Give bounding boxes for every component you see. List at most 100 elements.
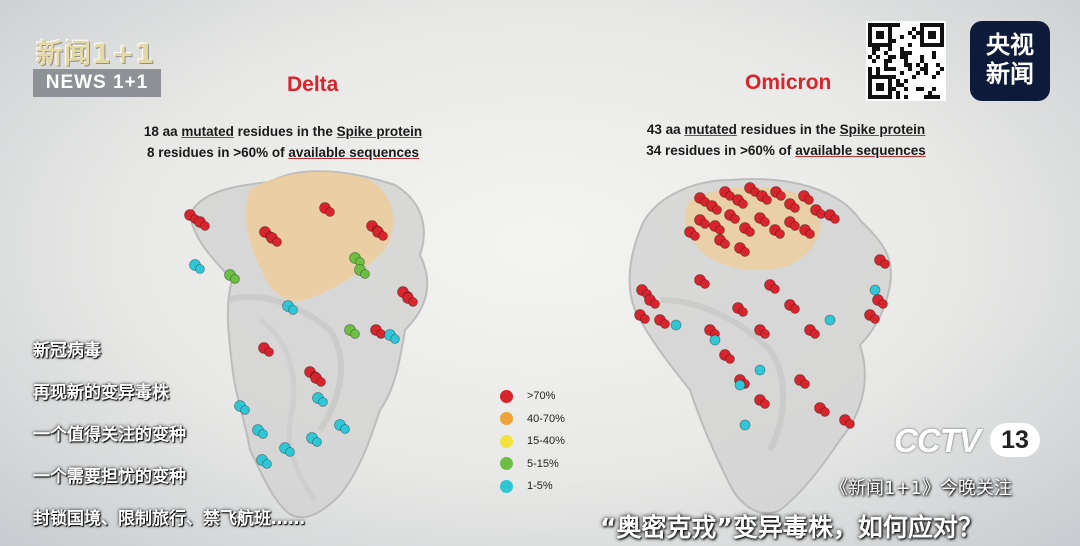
channel-logo: CCTV: [894, 422, 981, 459]
residue-sphere: [230, 274, 240, 284]
residue-sphere: [880, 259, 890, 269]
residue-sphere: [760, 217, 770, 227]
legend-swatch: [500, 457, 513, 471]
legend-swatch: [500, 434, 513, 448]
tonight-banner: 《新闻1+1》今晚关注: [830, 478, 1012, 499]
residue-sphere: [776, 191, 786, 201]
residue-sphere: [790, 221, 800, 231]
residue-sphere: [360, 269, 370, 279]
residue-sphere: [869, 284, 881, 296]
residue-sphere: [350, 329, 360, 339]
legend-item: 40-70%: [500, 408, 565, 431]
residue-sphere: [845, 419, 855, 429]
residue-sphere: [739, 419, 751, 431]
omicron-title: Omicron: [745, 71, 832, 94]
residue-sphere: [316, 377, 326, 387]
subtitle-line: 一个值得关注的变种: [33, 425, 186, 445]
delta-title: Delta: [287, 73, 339, 96]
residue-sphere: [800, 379, 810, 389]
residue-sphere: [804, 195, 814, 205]
residue-sphere: [660, 319, 670, 329]
residue-sphere: [824, 314, 836, 326]
residue-sphere: [670, 319, 682, 331]
residue-sphere: [272, 237, 282, 247]
residue-sphere: [775, 229, 785, 239]
cctv-news-logo: 央视 新闻: [970, 21, 1050, 101]
residue-sphere: [715, 225, 725, 235]
channel-number: 13: [990, 423, 1040, 457]
residue-sphere: [754, 364, 766, 376]
residue-sphere: [820, 407, 830, 417]
residue-sphere: [318, 397, 328, 407]
headline-caption: “奥密克戎”变异毒株，如何应对？: [600, 513, 983, 542]
legend-swatch: [500, 479, 513, 493]
residue-sphere: [200, 221, 210, 231]
delta-spike-protein: [188, 170, 429, 519]
residue-sphere: [720, 239, 730, 249]
residue-sphere: [325, 207, 335, 217]
residue-sphere: [816, 209, 826, 219]
delta-subtitle: 18 aa mutated residues in the Spike prot…: [100, 121, 466, 163]
residue-sphere: [240, 405, 250, 415]
residue-sphere: [805, 229, 815, 239]
residue-sphere: [830, 214, 840, 224]
residue-sphere: [878, 299, 888, 309]
residue-sphere: [738, 199, 748, 209]
residue-sphere: [740, 247, 750, 257]
station-line2: 新闻: [986, 60, 1034, 88]
residue-sphere: [640, 314, 650, 324]
legend-item: 5-15%: [500, 453, 565, 476]
delta-line1: 18 aa mutated residues in the Spike prot…: [143, 124, 423, 139]
residue-sphere: [262, 459, 272, 469]
residue-sphere: [790, 304, 800, 314]
omicron-spike-protein: [628, 178, 892, 515]
residue-sphere: [264, 347, 274, 357]
residue-sphere: [258, 429, 268, 439]
residue-sphere: [760, 399, 770, 409]
residue-sphere: [285, 447, 295, 457]
residue-sphere: [734, 379, 746, 391]
qr-code-icon: [866, 21, 946, 101]
subtitle-line: 封锁国境、限制旅行、禁飞航班……: [33, 509, 305, 529]
subtitle-line: 一个需要担忧的变种: [33, 467, 186, 487]
subtitle-line: 再现新的变异毒株: [33, 383, 169, 403]
legend-item: 1-5%: [500, 475, 565, 498]
omicron-subtitle: 43 aa mutated residues in the Spike prot…: [603, 119, 969, 161]
residue-sphere: [725, 354, 735, 364]
residue-sphere: [738, 307, 748, 317]
residue-sphere: [312, 437, 322, 447]
residue-sphere: [700, 279, 710, 289]
residue-sphere: [770, 284, 780, 294]
residue-sphere: [700, 219, 710, 229]
residue-sphere: [745, 227, 755, 237]
residue-sphere: [730, 214, 740, 224]
residue-sphere: [760, 329, 770, 339]
omicron-line1: 43 aa mutated residues in the Spike prot…: [646, 122, 926, 137]
legend-swatch: [500, 389, 513, 403]
residue-sphere: [650, 299, 660, 309]
residue-sphere: [810, 329, 820, 339]
residue-sphere: [709, 334, 721, 346]
residue-sphere: [195, 264, 205, 274]
legend-item: >70%: [500, 385, 565, 408]
subtitle-line: 新冠病毒: [33, 341, 101, 361]
residue-sphere: [378, 231, 388, 241]
delta-line2: 8 residues in >60% of available sequence…: [146, 145, 419, 160]
omicron-line2: 34 residues in >60% of available sequenc…: [646, 143, 926, 158]
residue-sphere: [408, 297, 418, 307]
residue-sphere: [712, 205, 722, 215]
show-logo-en: NEWS 1+1: [33, 69, 161, 97]
legend-swatch: [500, 412, 513, 426]
residue-sphere: [340, 424, 350, 434]
station-line1: 央视: [986, 31, 1034, 59]
residue-sphere: [390, 334, 400, 344]
residue-sphere: [790, 203, 800, 213]
frequency-legend: >70% 40-70% 15-40% 5-15% 1-5%: [500, 385, 565, 498]
residue-sphere: [762, 195, 772, 205]
residue-sphere: [376, 329, 386, 339]
legend-item: 15-40%: [500, 430, 565, 453]
show-logo-cn: 新闻1+1: [36, 39, 156, 70]
residue-sphere: [870, 314, 880, 324]
